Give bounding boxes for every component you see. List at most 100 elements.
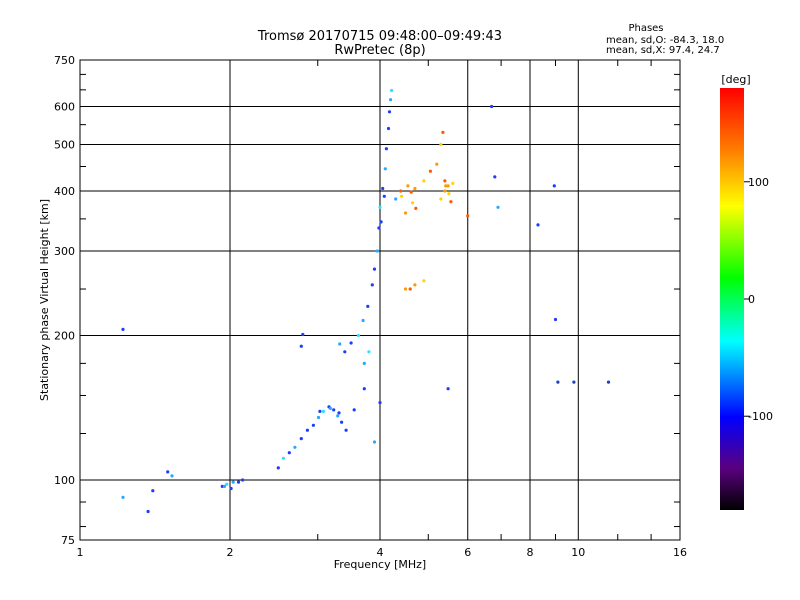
data-point [231,480,235,484]
data-point [446,184,450,188]
y-tick-label: 100 [54,474,75,487]
data-point [356,333,360,338]
data-point [222,484,227,488]
chart-subtitle: RwPretec (8p) [334,43,425,58]
data-point [403,211,408,215]
data-point [572,380,576,384]
data-point [386,126,391,131]
data-points [121,88,611,514]
data-point [166,470,170,474]
chart-title: Tromsø 20170715 09:48:00–09:49:43 [257,29,502,44]
data-point [321,409,325,413]
y-tick-label: 400 [54,185,75,198]
data-point [496,205,500,209]
data-point [293,445,297,449]
data-point [394,197,398,201]
data-point [444,184,448,188]
x-tick-labels: 1 2 4 6 8 10 16 [77,546,688,559]
data-point [170,474,174,478]
colorbar-label: [deg] [721,73,750,86]
data-point [382,194,386,198]
x-tick-label: 16 [673,546,687,559]
data-point [367,350,371,354]
data-point [299,344,303,348]
data-point [352,408,356,412]
data-point [338,342,342,346]
data-point [413,283,417,287]
data-point [390,88,394,93]
data-point [287,451,291,455]
phase-heading: Phases [628,23,663,34]
data-point [241,478,245,482]
data-point [316,415,321,420]
data-point [336,414,340,418]
data-point [236,480,241,484]
data-point [340,420,344,424]
data-point [490,104,494,109]
data-point [372,267,377,271]
data-point [422,179,426,183]
y-tick-label: 300 [54,245,75,258]
data-point [439,142,443,147]
colorbar-ticks: 100 0 -100 [744,176,773,423]
data-point [318,409,322,413]
data-point [411,201,415,205]
y-tick-label: 750 [54,54,75,67]
data-point [299,437,303,441]
data-point [400,194,404,198]
data-point [362,361,366,365]
y-tick-label: 75 [61,534,75,547]
colorbar-tick-label: 100 [748,176,769,189]
colorbar-tick-label: 0 [748,293,755,306]
data-point [229,486,233,491]
data-point [383,167,387,171]
colorbar: [deg] 100 0 -100 [720,73,773,510]
data-point [220,484,224,488]
data-point [151,489,155,493]
x-tick-label: 10 [571,546,585,559]
data-point [384,147,388,151]
data-point [435,162,439,166]
data-point [337,411,341,415]
data-point [428,169,432,173]
data-point [553,317,558,322]
data-point [441,130,445,134]
data-point [413,186,417,191]
data-point [349,341,353,345]
data-point [378,401,382,405]
y-tick-label: 200 [54,330,75,343]
data-point [493,175,497,179]
data-point [536,223,540,227]
phase-stats-x: mean, sd,X: 97.4, 24.7 [606,45,720,56]
data-point [447,192,451,196]
data-point [409,190,413,194]
x-tick-label: 1 [77,546,84,559]
data-point [361,318,365,323]
data-point [311,423,315,427]
colorbar-tick-label: -100 [748,410,773,423]
data-point [466,214,470,218]
colorbar-gradient [720,88,744,510]
x-tick-label: 6 [464,546,471,559]
y-tick-label: 600 [54,101,75,114]
data-point [387,110,392,114]
data-point [552,184,556,188]
data-point [451,181,455,185]
data-point [281,456,285,460]
data-point [381,186,385,191]
data-point [305,428,309,432]
data-point [372,440,377,444]
data-point [439,197,443,201]
x-tick-label: 4 [377,546,384,559]
data-point [389,98,393,102]
data-point [375,249,379,253]
data-point [366,304,370,308]
data-point [332,408,336,412]
data-point [422,279,426,283]
grid-lines [80,60,680,540]
data-point [414,206,418,210]
data-point [225,482,229,486]
data-point [121,327,125,331]
data-point [362,387,366,391]
